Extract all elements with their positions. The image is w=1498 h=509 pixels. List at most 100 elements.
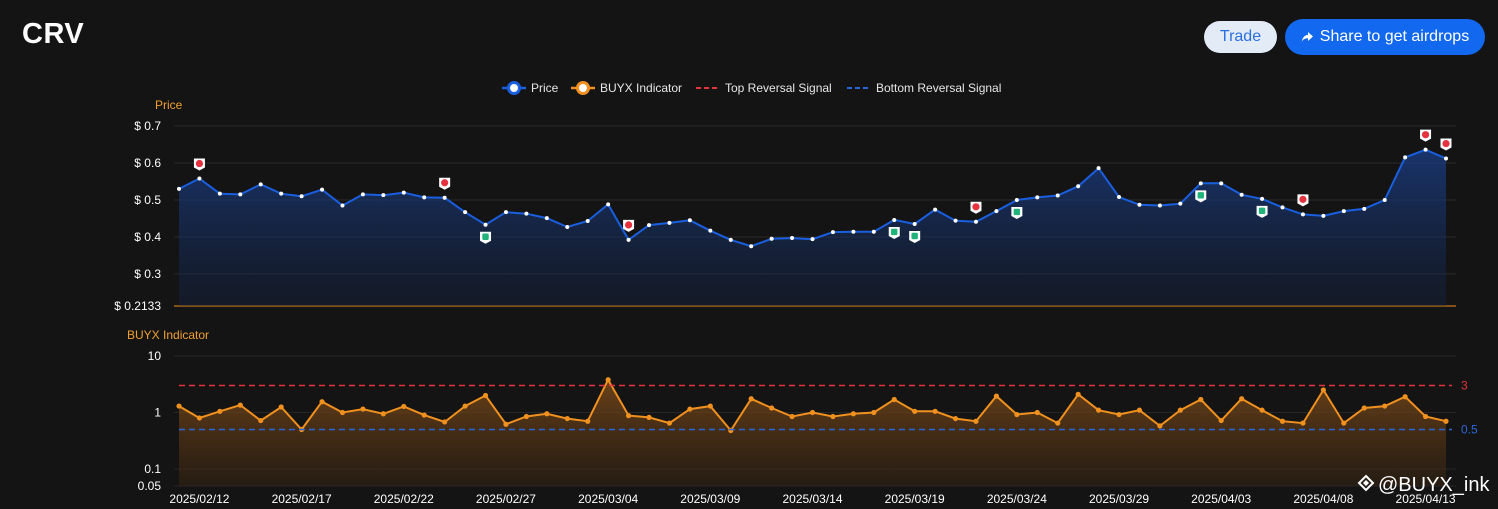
buy-signal-icon	[1256, 205, 1268, 218]
buy-dot	[911, 232, 918, 240]
indicator-point	[1157, 423, 1163, 429]
price-point	[279, 191, 284, 196]
indicator-point	[1300, 420, 1306, 426]
price-point	[422, 195, 427, 200]
indicator-point	[850, 411, 856, 417]
price-tick-label: $ 0.5	[134, 193, 161, 207]
price-point	[1198, 181, 1203, 186]
chart-legend: Price BUYX Indicator Top Reversal Signal Bo…	[502, 81, 1001, 95]
price-point	[463, 210, 468, 215]
indicator-point	[1136, 407, 1143, 413]
x-tick-label: 2025/03/29	[1089, 492, 1149, 506]
legend-item: Top Reversal Signal	[696, 81, 832, 95]
price-point	[1178, 201, 1183, 206]
price-point	[1321, 213, 1326, 218]
price-point	[177, 186, 181, 191]
price-point	[299, 194, 304, 199]
x-tick-label: 2025/02/22	[374, 492, 434, 506]
watermark-text: @BUYX_ink	[1378, 474, 1490, 496]
bottom-reversal-label: 0.5	[1461, 423, 1478, 437]
price-point	[1219, 181, 1224, 186]
price-point	[973, 219, 978, 224]
price-point	[851, 229, 856, 234]
price-point	[1403, 155, 1408, 160]
price-point	[197, 176, 202, 181]
x-tick-label: 2025/03/19	[885, 492, 945, 506]
sell-signal-icon	[970, 201, 982, 214]
indicator-point	[605, 377, 611, 383]
indicator-axis-label: BUYX Indicator	[127, 328, 209, 342]
sell-signal-icon	[1440, 138, 1452, 151]
sell-signal-icon	[623, 219, 635, 232]
price-point	[749, 244, 754, 249]
indicator-point	[258, 417, 264, 424]
price-point	[544, 216, 549, 221]
indicator-point	[871, 409, 877, 416]
legend-item: BUYX Indicator	[571, 81, 682, 95]
price-point	[912, 222, 917, 227]
buy-signal-icon	[909, 231, 921, 244]
indicator-point	[1075, 391, 1081, 397]
indicator-point	[564, 415, 570, 422]
price-point	[1341, 209, 1346, 214]
indicator-point	[789, 413, 795, 420]
price-area	[179, 149, 1446, 306]
price-tick-label: $ 0.4	[134, 230, 161, 244]
price-point	[994, 209, 999, 214]
indicator-point	[993, 393, 1000, 399]
indicator-point	[503, 421, 509, 427]
indicator-point	[1239, 396, 1245, 402]
x-tick-label: 2025/04/13	[1396, 492, 1456, 506]
indicator-point	[891, 396, 897, 403]
price-point	[1014, 197, 1019, 202]
price-axis-label: Price	[155, 98, 183, 112]
price-point	[728, 237, 733, 242]
price-point	[1117, 195, 1122, 200]
buy-dot	[1197, 192, 1204, 199]
share-button[interactable]: Share to get airdrops	[1285, 19, 1485, 55]
price-point	[892, 217, 897, 222]
indicator-point	[1055, 420, 1061, 426]
indicator-point	[1361, 405, 1367, 411]
indicator-point	[1095, 407, 1102, 413]
price-point	[1300, 212, 1305, 217]
indicator-point	[360, 406, 366, 412]
indicator-point	[830, 413, 836, 420]
price-point	[1076, 184, 1081, 189]
share-label: Share to get airdrops	[1319, 28, 1470, 45]
indicator-point	[544, 411, 550, 417]
price-point	[503, 210, 508, 215]
indicator-point	[769, 405, 775, 411]
buy-dot	[891, 228, 898, 236]
indicator-point	[1341, 420, 1347, 426]
indicator-point	[973, 418, 979, 424]
indicator-point	[1177, 407, 1183, 413]
price-point	[565, 224, 570, 229]
indicator-tick-label: 1	[154, 405, 161, 419]
x-tick-label: 2025/04/08	[1293, 492, 1353, 506]
trade-button[interactable]: Trade	[1204, 21, 1277, 53]
legend-swatch-dot	[507, 81, 521, 95]
indicator-point	[1198, 396, 1204, 403]
price-point	[1423, 147, 1428, 152]
price-point	[1444, 156, 1448, 161]
x-tick-label: 2025/02/17	[272, 492, 332, 506]
indicator-point	[1402, 394, 1408, 400]
price-point	[769, 236, 774, 241]
price-tick-label: $ 0.6	[134, 156, 161, 170]
indicator-point	[707, 403, 713, 409]
x-tick-label: 2025/03/04	[578, 492, 638, 506]
indicator-point	[319, 399, 325, 405]
sell-signal-icon	[1420, 129, 1432, 142]
indicator-point	[932, 408, 938, 414]
indicator-panel: BUYX Indicator 0.05 0.1 1 10 3 0.5	[127, 328, 1478, 493]
price-point	[1382, 197, 1387, 202]
price-point	[238, 192, 243, 197]
indicator-point	[196, 415, 203, 421]
price-point	[1362, 206, 1367, 211]
buy-dot	[1013, 208, 1021, 216]
price-point	[687, 218, 692, 223]
sell-signal-icon	[193, 158, 205, 171]
price-point	[1157, 203, 1162, 208]
price-point	[483, 222, 488, 227]
